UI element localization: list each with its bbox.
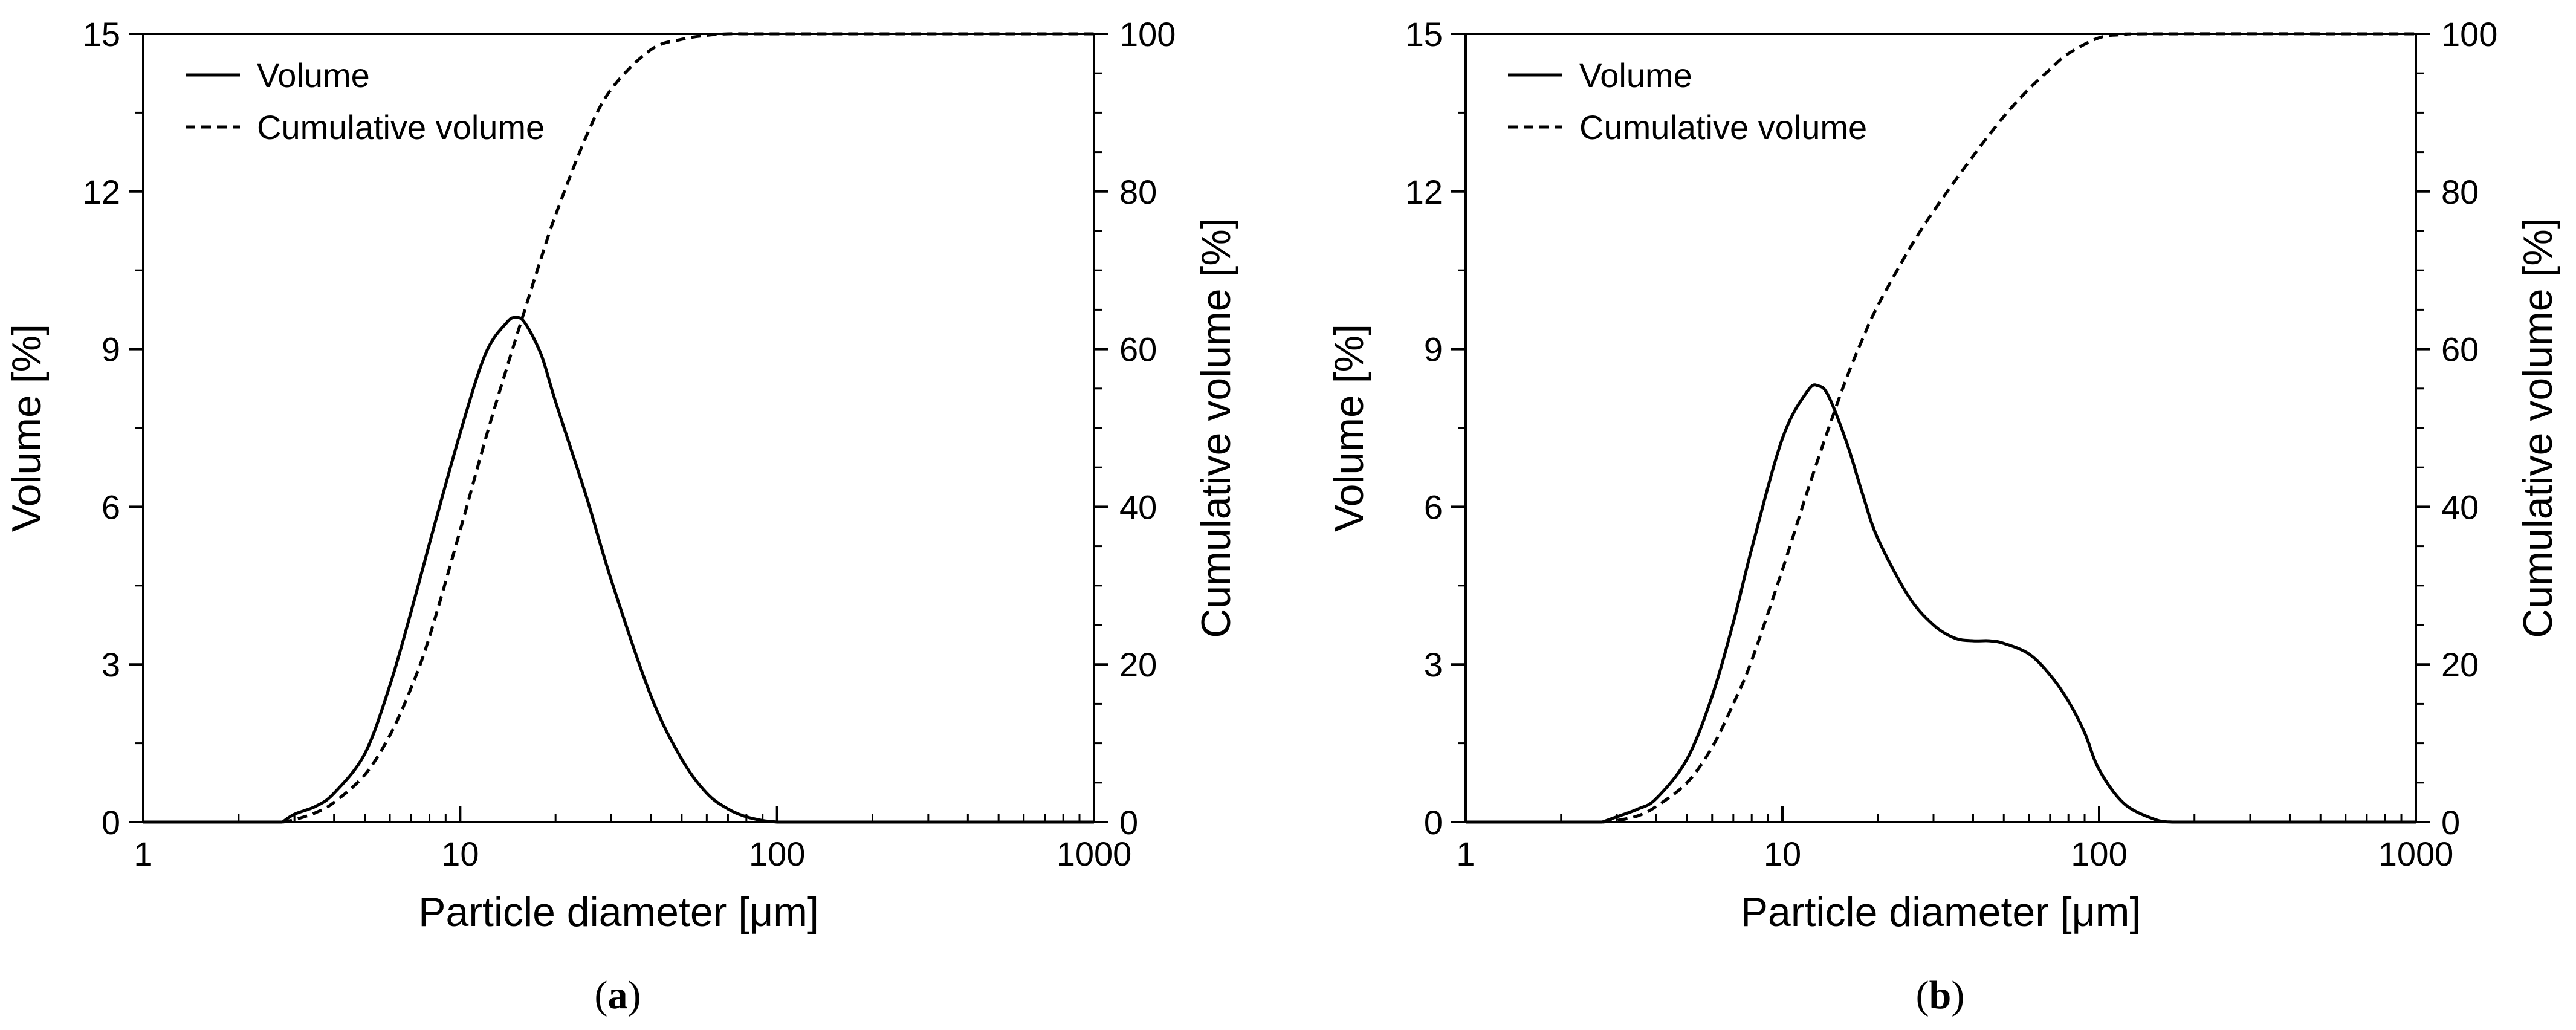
- y2-tick-label: 40: [1119, 488, 1157, 526]
- y2-tick-label: 80: [2441, 173, 2479, 211]
- cumulative-volume-line: [282, 32, 1094, 824]
- y2-tick-label: 20: [1119, 646, 1157, 684]
- x-tick-label: 100: [749, 835, 805, 873]
- y-tick-label: 9: [102, 331, 120, 369]
- caption-a: (a): [595, 973, 641, 1017]
- legend-label: Cumulative volume: [257, 108, 545, 146]
- y-tick-label: 6: [1424, 488, 1443, 526]
- y2-tick-label: 20: [2441, 646, 2479, 684]
- y-tick-label: 0: [102, 803, 120, 841]
- y2-tick-label: 100: [1119, 15, 1176, 53]
- cumulative-volume-line: [1602, 32, 2416, 824]
- caption-b: (b): [1916, 973, 1965, 1017]
- y2-tick-label: 60: [1119, 331, 1157, 369]
- y-tick-label: 0: [1424, 803, 1443, 841]
- y2-axis-title: Cumulative volume [%]: [2515, 218, 2561, 638]
- plot-frame: [142, 33, 1095, 823]
- y-tick-label: 15: [1405, 15, 1443, 53]
- x-tick-label: 10: [441, 835, 479, 873]
- x-tick-label: 1000: [2378, 835, 2454, 873]
- plot-frame: [1464, 33, 2417, 823]
- caption-paren: ): [628, 973, 641, 1017]
- caption-letter: a: [608, 973, 628, 1017]
- y-axis-title: Volume [%]: [4, 324, 50, 532]
- y2-tick-label: 80: [1119, 173, 1157, 211]
- y-tick-label: 9: [1424, 331, 1443, 369]
- y-tick-label: 6: [102, 488, 120, 526]
- x-axis-title: Particle diameter [μm]: [1741, 889, 2141, 935]
- y2-tick-label: 100: [2441, 15, 2497, 53]
- y2-tick-label: 0: [1119, 803, 1138, 841]
- y-tick-label: 12: [83, 173, 120, 211]
- x-tick-label: 1: [1456, 835, 1475, 873]
- x-tick-label: 100: [2071, 835, 2127, 873]
- y2-axis-title: Cumulative volume [%]: [1193, 218, 1239, 638]
- x-tick-label: 1: [134, 835, 152, 873]
- legend-label: Cumulative volume: [1579, 108, 1867, 146]
- caption-paren: (: [595, 973, 608, 1017]
- caption-paren: ): [1951, 973, 1964, 1017]
- y-tick-label: 12: [1405, 173, 1443, 211]
- x-tick-label: 10: [1764, 835, 1801, 873]
- y-tick-label: 3: [102, 646, 120, 684]
- caption-letter: b: [1929, 973, 1952, 1017]
- y2-tick-label: 60: [2441, 331, 2479, 369]
- y-axis-title: Volume [%]: [1326, 324, 1372, 532]
- caption-paren: (: [1916, 973, 1929, 1017]
- y-tick-label: 3: [1424, 646, 1443, 684]
- y2-tick-label: 0: [2441, 803, 2460, 841]
- legend-label: Volume: [257, 56, 370, 94]
- legend-label: Volume: [1579, 56, 1692, 94]
- volume-line: [1602, 383, 2173, 824]
- x-axis-title: Particle diameter [μm]: [418, 889, 819, 935]
- y2-tick-label: 40: [2441, 488, 2479, 526]
- x-tick-label: 1000: [1057, 835, 1132, 873]
- y-tick-label: 15: [83, 15, 120, 53]
- volume-line: [281, 316, 777, 824]
